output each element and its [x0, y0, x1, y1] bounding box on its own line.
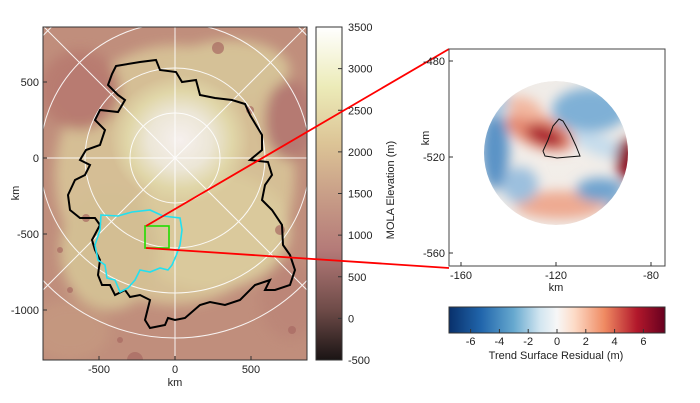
region-boundary-outline: [94, 209, 183, 294]
colorbar-tick-label: 1000: [348, 230, 372, 242]
colorbar-tick-label: -500: [348, 355, 370, 367]
elevation-colorbar-ticks: 3500 3000 2500 2000 1500 1000 500 0 -500: [338, 22, 372, 367]
residual-colorbar-label: Trend Surface Residual (m): [489, 350, 624, 362]
x-tick-label: -80: [643, 270, 659, 282]
unit-boundary-outline: [66, 58, 297, 330]
colorbar-tick-label: 4: [612, 336, 618, 348]
colorbar-tick-label: -4: [495, 336, 505, 348]
colorbar-tick-label: 500: [348, 272, 366, 284]
x-tick-label: -160: [450, 270, 472, 282]
y-tick-label: -1000: [11, 305, 39, 317]
colorbar-tick-label: 3000: [348, 64, 372, 76]
colorbar-tick-label: 0: [348, 313, 354, 325]
elevation-map: [43, 27, 307, 360]
colorbar-tick-label: 6: [640, 336, 646, 348]
map-ticks: -500 0 500 500 0 -500 -1000: [11, 77, 260, 376]
inset-ylabel: km: [420, 131, 432, 146]
colorbar-tick-label: -6: [466, 336, 476, 348]
inset-xlabel: km: [549, 282, 564, 294]
callout-line-bottom: [145, 247, 450, 269]
colorbar-tick-label: 2: [583, 336, 589, 348]
map-ylabel: km: [10, 186, 22, 201]
y-tick-label: 0: [33, 153, 39, 165]
inset-ticks: -160 -120 -80 -480 -520 -560: [423, 56, 659, 282]
x-tick-label: 500: [242, 364, 260, 376]
y-tick-label: -560: [423, 248, 445, 260]
colorbar-tick-label: -2: [523, 336, 533, 348]
elevation-colorbar-label: MOLA Elevation (m): [385, 141, 397, 239]
x-tick-label: 0: [172, 364, 178, 376]
map-xlabel: km: [168, 377, 183, 389]
y-tick-label: -500: [17, 229, 39, 241]
colorbar-tick-label: 3500: [348, 22, 372, 34]
colorbar-tick-label: 1500: [348, 189, 372, 201]
callout-line-top: [145, 48, 450, 227]
residual-colorbar: [448, 306, 666, 334]
y-tick-label: -520: [423, 152, 445, 164]
x-tick-label: -120: [545, 270, 567, 282]
colorbar-tick-label: 0: [554, 336, 560, 348]
y-tick-label: 500: [21, 77, 39, 89]
feature-outline: [542, 118, 581, 159]
x-tick-label: -500: [88, 364, 110, 376]
residual-colorbar-ticks: -6 -4 -2 0 2 4 6: [466, 329, 646, 348]
colorbar-tick-label: 2500: [348, 105, 372, 117]
y-tick-label: -480: [423, 56, 445, 68]
colorbar-tick-label: 2000: [348, 147, 372, 159]
